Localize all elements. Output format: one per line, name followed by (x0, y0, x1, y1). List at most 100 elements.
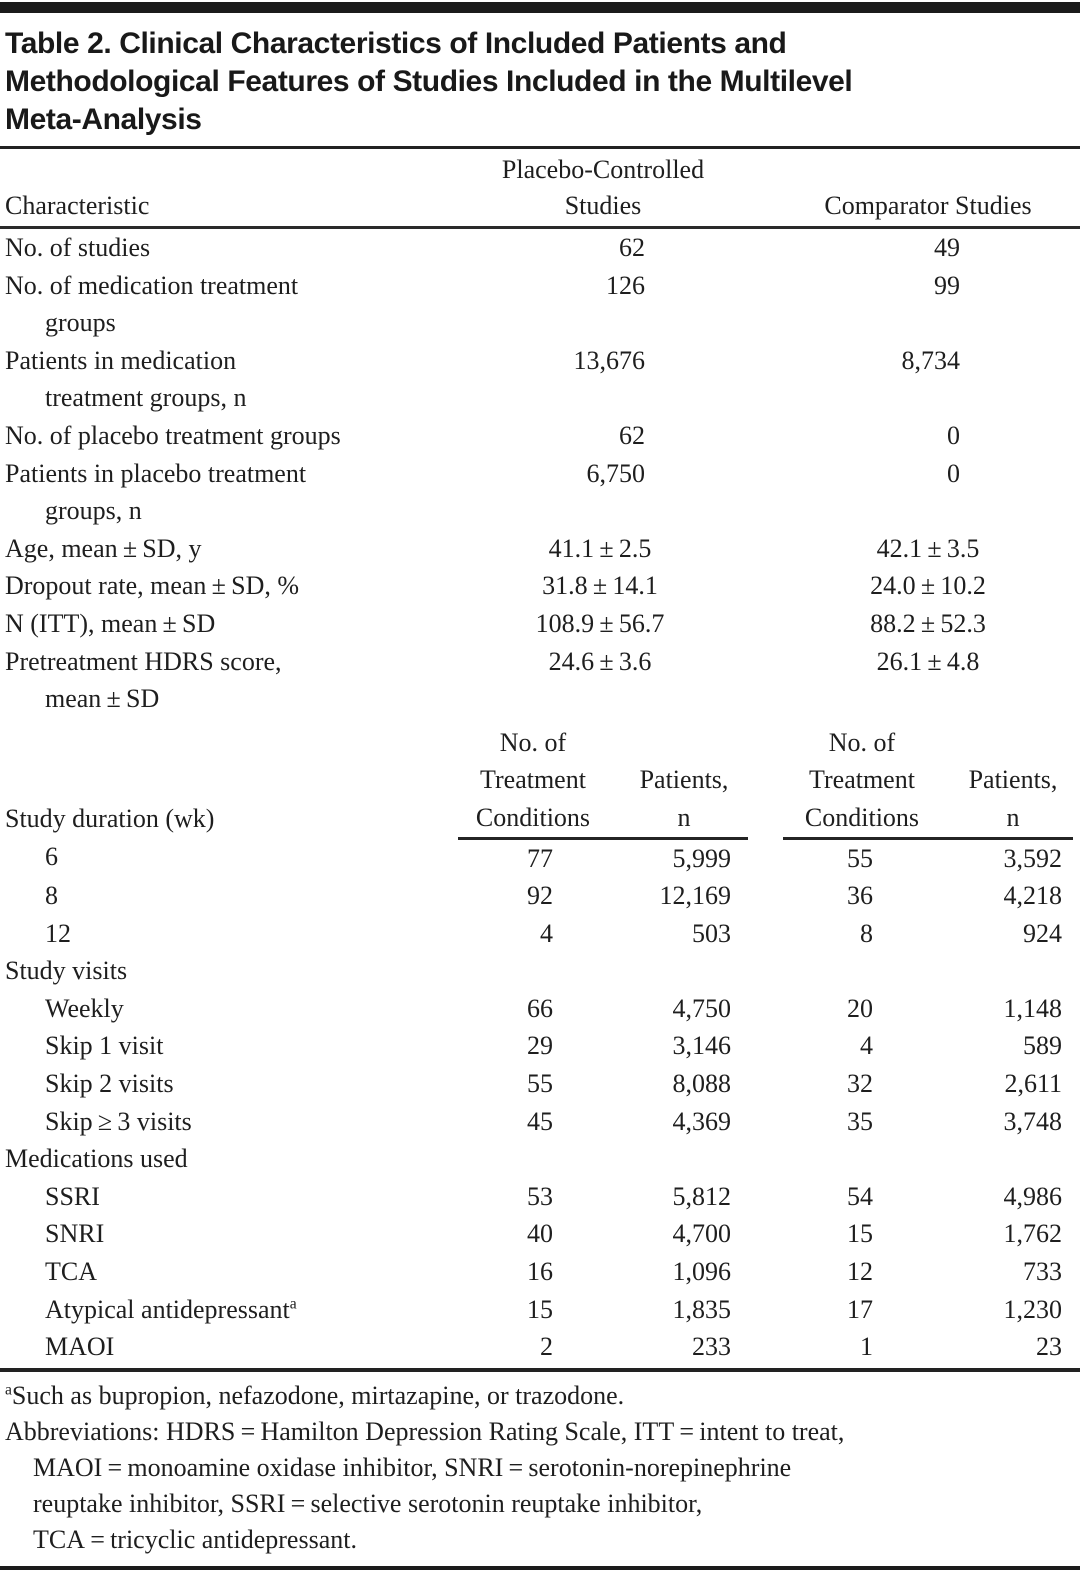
column-header-row: Characteristic Placebo-Controlled Studie… (0, 149, 1080, 226)
row-label-continuation: groups (45, 308, 116, 338)
column-gap (748, 530, 783, 568)
table-title-line: Table 2. Clinical Characteristics of Inc… (5, 27, 787, 60)
comparator-conditions-cell: 4 (860, 1031, 873, 1061)
row-label: MAOI (5, 1328, 458, 1366)
table-row: Atypical antidepressanta 15 1,835 17 1,230 (5, 1291, 1073, 1329)
table-row: No. of studies 62 49 (5, 229, 1073, 267)
comparator-conditions-cell (783, 952, 933, 990)
column-gap (748, 718, 783, 838)
bottom-border-bar (0, 1565, 1080, 1570)
column-gap (748, 229, 783, 267)
row-label: TCA (5, 1253, 458, 1291)
row-label: 12 (5, 915, 458, 953)
row-label-line: SNRI (45, 1219, 105, 1249)
placebo-conditions-cell: 4 (540, 918, 553, 948)
section-heading-row: Medications used (5, 1140, 1073, 1178)
row-label-line: Skip 1 visit (45, 1031, 164, 1061)
row-label-line: SSRI (45, 1181, 100, 1211)
row-label: N (ITT), mean ± SD (5, 605, 458, 643)
comparator-patients-cell: 589 (1023, 1031, 1062, 1061)
row-label: SNRI (5, 1215, 458, 1253)
row-label-line: Atypical antidepressanta (45, 1294, 297, 1324)
row-label-line: 8 (45, 881, 58, 911)
comparator-patients-cell: 3,592 (1003, 843, 1063, 873)
placebo-patients-cell: 5,999 (672, 843, 732, 873)
placebo-patients-cell: 8,088 (672, 1069, 732, 1099)
footnote-abbreviations-line: MAOI = monoamine oxidase inhibitor, SNRI… (33, 1452, 792, 1482)
superscript-marker: a (289, 1294, 297, 1312)
placebo-patients-cell: 3,146 (672, 1031, 732, 1061)
row-label: Patients in medication treatment groups, … (5, 342, 458, 417)
comparator-value-cell: 88.2 ± 52.3 (870, 608, 986, 638)
column-gap (748, 1065, 783, 1103)
comparator-value-cell: 49 (934, 233, 960, 262)
row-label: No. of medication treatment groups (5, 267, 458, 342)
table-title: Table 2. Clinical Characteristics of Inc… (5, 25, 1072, 139)
table-row: Pretreatment HDRS score, mean ± SD 24.6 ± … (5, 643, 1073, 718)
row-label-line: Medications used (5, 1144, 188, 1174)
row-label-line: 6 (45, 842, 58, 871)
section-heading-label: Study visits (5, 952, 458, 990)
comparator-conditions-cell: 8 (860, 918, 873, 948)
placebo-header-line2: Studies (564, 191, 642, 220)
row-label: Patients in placebo treatment groups, n (5, 455, 458, 530)
placebo-patients-cell: 4,369 (672, 1106, 732, 1136)
comparator-value-cell: 42.1 ± 3.5 (876, 533, 980, 563)
placebo-patients-cell: 1,096 (672, 1257, 732, 1287)
row-label-continuation: treatment groups, n (45, 383, 247, 413)
row-label-line: Patients in medication (5, 345, 237, 375)
placebo-conditions-cell: 77 (527, 843, 553, 873)
row-label: Age, mean ± SD, y (5, 530, 458, 568)
column-gap (748, 915, 783, 953)
comparator-conditions-cell: 12 (847, 1257, 873, 1287)
table-row: SSRI 53 5,812 54 4,986 (5, 1178, 1073, 1216)
row-label-line: No. of studies (5, 233, 151, 262)
table-row: SNRI 40 4,700 15 1,762 (5, 1215, 1073, 1253)
row-label-line: Patients in placebo treatment (5, 458, 307, 488)
footnote-abbreviations-line: reuptake inhibitor, SSRI = selective ser… (33, 1488, 703, 1518)
comparator-patients-cell (933, 1140, 1073, 1178)
table-row: 8 92 12,169 36 4,218 (5, 877, 1073, 915)
clinical-table-body: No. of studies 62 49 No. of medication trea… (5, 229, 1073, 1366)
placebo-conditions-cell (458, 1140, 608, 1178)
row-label: Skip 2 visits (5, 1065, 458, 1103)
row-label: No. of studies (5, 229, 458, 267)
row-label-continuation: groups, n (45, 496, 142, 526)
placebo-patients-cell: 503 (692, 918, 731, 948)
placebo-patients-cell: 12,169 (659, 881, 732, 911)
comparator-conditions-cell: 55 (847, 843, 873, 873)
row-label-line: Weekly (45, 993, 124, 1023)
placebo-conditions-cell: 15 (527, 1294, 553, 1324)
placebo-value-cell: 108.9 ± 56.7 (535, 608, 665, 638)
placebo-patients-cell: 4,700 (672, 1219, 732, 1249)
table-row: TCA 16 1,096 12 733 (5, 1253, 1073, 1291)
placebo-header-line1: Placebo-Controlled (501, 155, 705, 184)
placebo-conditions-cell: 40 (527, 1219, 553, 1249)
table-row: MAOI 2 233 1 23 (5, 1328, 1073, 1366)
comparator-conditions-cell: 35 (847, 1106, 873, 1136)
table-row: No. of placebo treatment groups 62 0 (5, 417, 1073, 455)
subheader-comparator-conditions: No. of Treatment Conditions (783, 717, 933, 840)
placebo-conditions-cell: 55 (527, 1069, 553, 1099)
comparator-patients-cell: 1,762 (1003, 1219, 1063, 1249)
row-label: 8 (5, 877, 458, 915)
comparator-patients-cell: 733 (1023, 1257, 1062, 1287)
placebo-conditions-cell (458, 952, 608, 990)
comparator-conditions-cell: 1 (860, 1332, 873, 1362)
comparator-patients-cell: 3,748 (1003, 1106, 1063, 1136)
comparator-patients-cell: 23 (1036, 1332, 1062, 1362)
row-label-line: Skip 2 visits (45, 1069, 174, 1099)
placebo-patients-cell: 1,835 (672, 1294, 732, 1324)
comparator-patients-cell: 4,986 (1003, 1181, 1063, 1211)
column-gap (748, 877, 783, 915)
column-gap (748, 643, 783, 718)
comparator-value-cell: 99 (934, 270, 960, 300)
table-row: Patients in placebo treatment groups, n 6,… (5, 455, 1073, 530)
row-label: No. of placebo treatment groups (5, 417, 458, 455)
comparator-conditions-cell: 15 (847, 1219, 873, 1249)
footnote-a: aSuch as bupropion, nefazodone, mirtazap… (5, 1380, 625, 1410)
placebo-conditions-cell: 92 (527, 881, 553, 911)
comparator-value-cell: 26.1 ± 4.8 (876, 646, 980, 676)
placebo-conditions-cell: 53 (527, 1181, 553, 1211)
